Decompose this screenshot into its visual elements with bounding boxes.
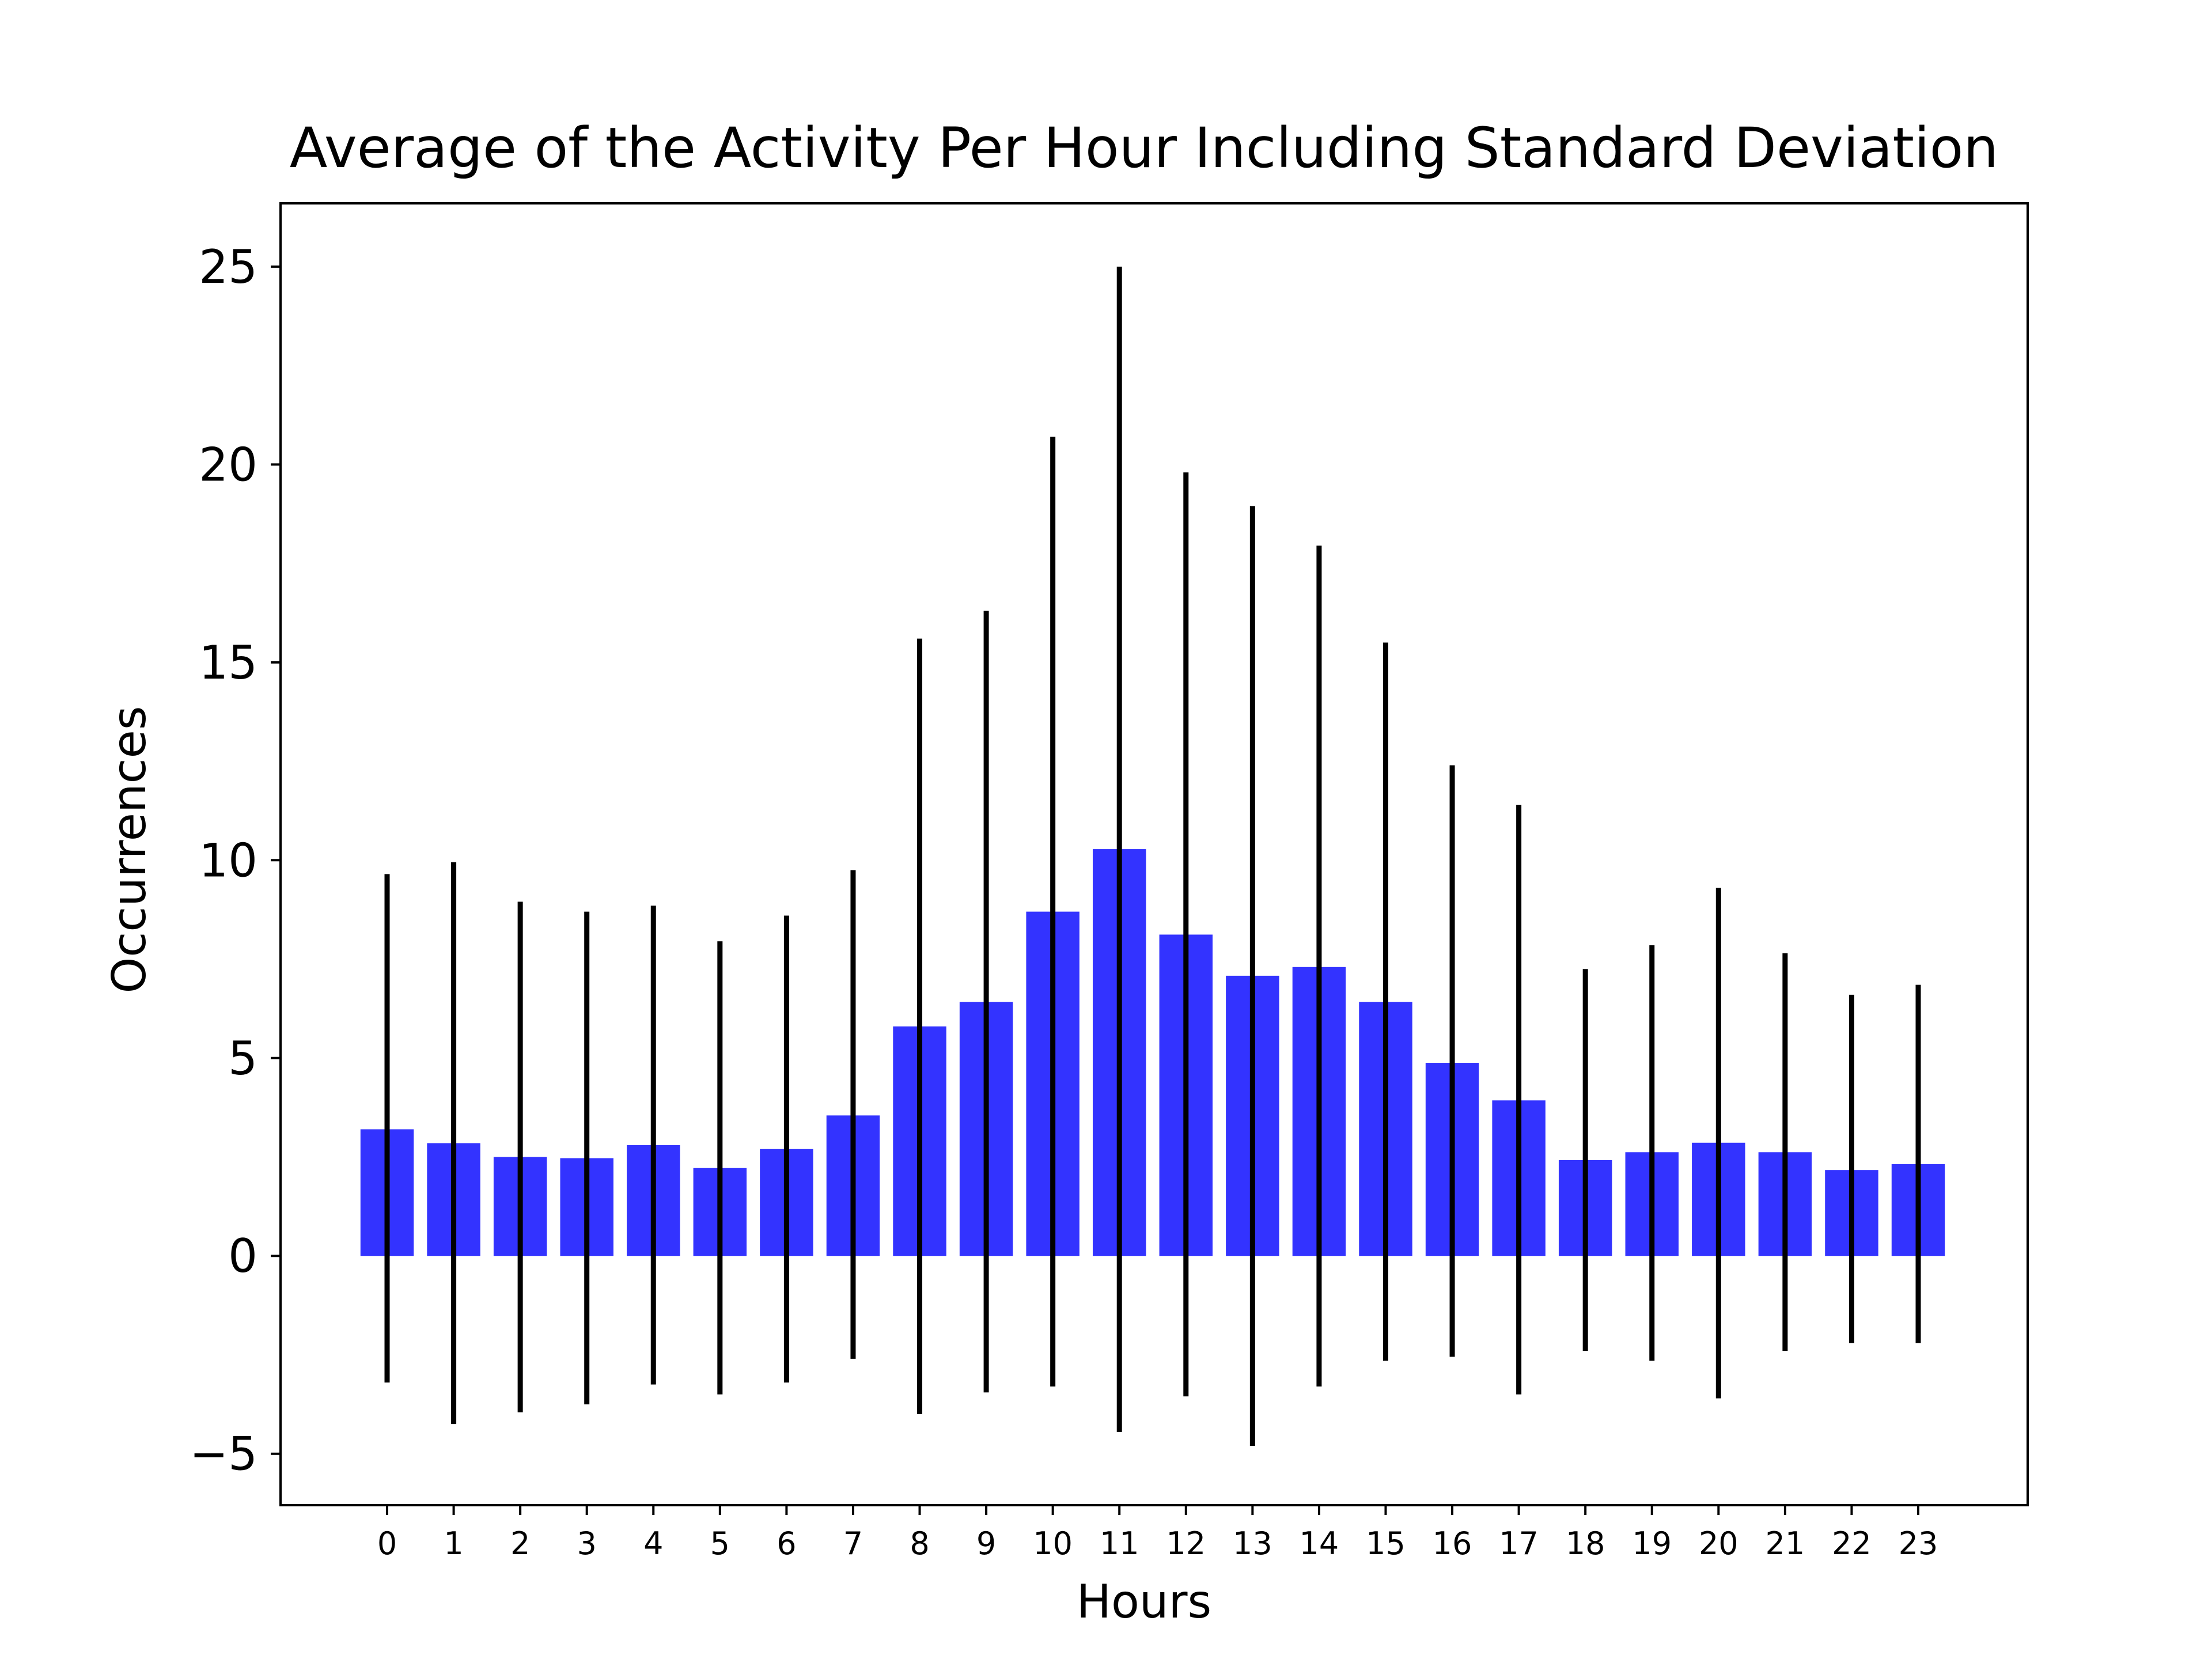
x-tick-label: 21 bbox=[1766, 1525, 1805, 1562]
x-tick-label: 6 bbox=[777, 1525, 796, 1562]
x-tick-label: 13 bbox=[1233, 1525, 1272, 1562]
x-tick-label: 0 bbox=[377, 1525, 397, 1562]
y-tick-label: 25 bbox=[199, 240, 257, 294]
x-tick-label: 19 bbox=[1632, 1525, 1672, 1562]
chart-title: Average of the Activity Per Hour Includi… bbox=[290, 116, 1998, 180]
x-tick-label: 14 bbox=[1300, 1525, 1339, 1562]
y-tick-label: 10 bbox=[199, 834, 257, 887]
y-tick-label: 5 bbox=[228, 1032, 257, 1085]
x-tick-label: 17 bbox=[1499, 1525, 1539, 1562]
x-tick-label: 7 bbox=[843, 1525, 863, 1562]
x-tick-label: 11 bbox=[1100, 1525, 1139, 1562]
x-tick-label: 9 bbox=[976, 1525, 996, 1562]
y-axis-label: Occurrences bbox=[103, 706, 156, 993]
x-tick-label: 3 bbox=[577, 1525, 597, 1562]
x-tick-label: 20 bbox=[1699, 1525, 1738, 1562]
x-tick-label: 16 bbox=[1433, 1525, 1472, 1562]
plot-frame bbox=[279, 202, 2029, 1506]
x-tick-label: 1 bbox=[444, 1525, 463, 1562]
x-tick-label: 18 bbox=[1566, 1525, 1605, 1562]
y-tick-label: 0 bbox=[228, 1229, 257, 1283]
y-tick-label: 20 bbox=[199, 438, 257, 491]
x-tick-label: 15 bbox=[1366, 1525, 1406, 1562]
x-tick-label: 12 bbox=[1166, 1525, 1206, 1562]
y-tick-label: 15 bbox=[199, 636, 257, 690]
x-tick-label: 10 bbox=[1033, 1525, 1073, 1562]
y-tick-label: −5 bbox=[190, 1427, 257, 1481]
x-axis-label: Hours bbox=[1077, 1575, 1211, 1628]
x-tick-label: 4 bbox=[643, 1525, 663, 1562]
x-tick-label: 8 bbox=[910, 1525, 929, 1562]
x-tick-label: 22 bbox=[1832, 1525, 1872, 1562]
x-tick-label: 5 bbox=[710, 1525, 730, 1562]
x-tick-label: 23 bbox=[1899, 1525, 1938, 1562]
x-tick-label: 2 bbox=[510, 1525, 530, 1562]
